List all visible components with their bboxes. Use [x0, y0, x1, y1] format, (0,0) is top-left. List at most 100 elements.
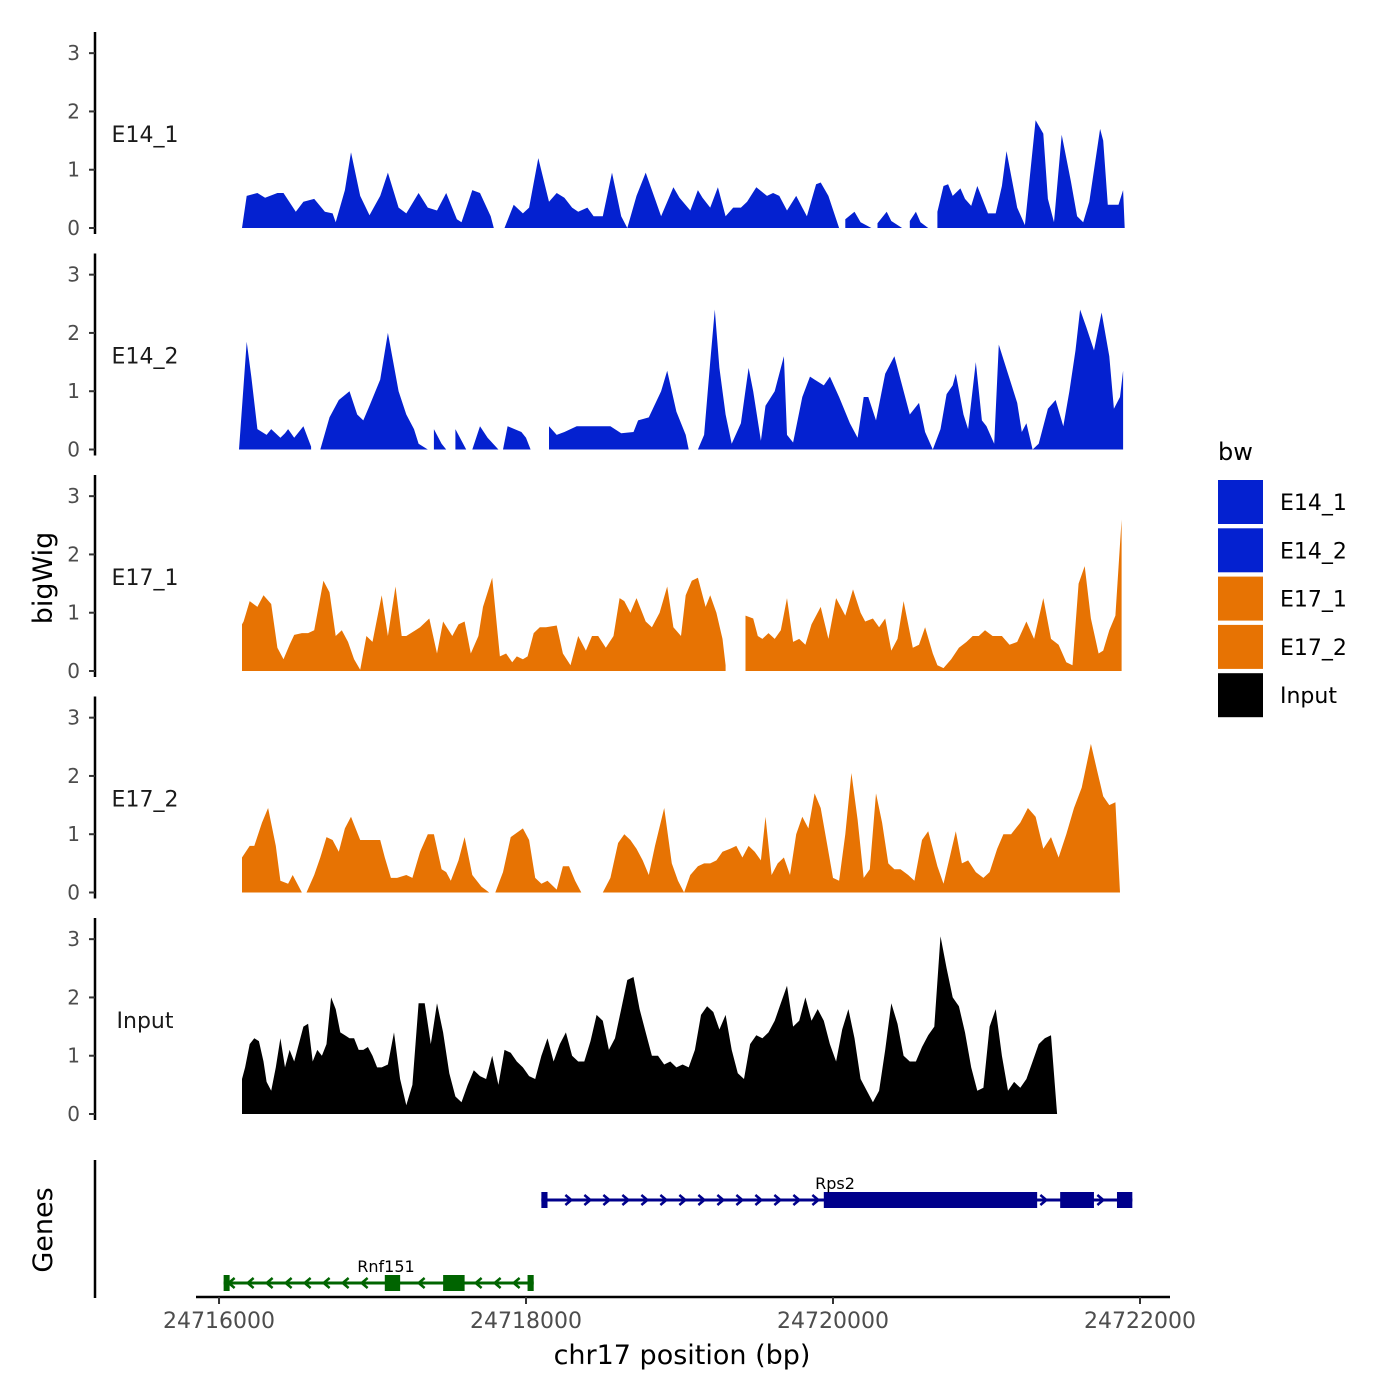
strand-chevron [492, 1277, 502, 1289]
area-e14-1 [845, 211, 872, 228]
strand-chevron [735, 1194, 745, 1206]
strand-chevron [697, 1194, 707, 1206]
y-tick-label: 1 [67, 822, 80, 846]
y-tick-label: 3 [67, 484, 80, 508]
area-e14-2 [320, 332, 428, 450]
strand-chevron [754, 1194, 764, 1206]
y-tick-label: 1 [67, 601, 80, 625]
area-e17-2 [602, 743, 1120, 893]
strand-chevron [1039, 1194, 1049, 1206]
area-e14-2 [455, 429, 467, 450]
gene-exon [1060, 1192, 1094, 1208]
strand-chevron [245, 1277, 255, 1289]
area-e17-2 [242, 808, 302, 893]
x-axis-title: chr17 position (bp) [554, 1340, 811, 1371]
gene-rnf151: Rnf151 [223, 1257, 534, 1291]
area-e14-1 [877, 211, 903, 228]
track-e17-2: 0 1 2 3 E17_2 [67, 696, 1120, 905]
gene-exon [823, 1192, 1038, 1208]
track-label: E17_2 [112, 788, 179, 813]
strand-chevron [564, 1194, 574, 1206]
strand-chevron [792, 1194, 802, 1206]
y-tick-label: 0 [67, 1102, 80, 1126]
y-tick-label: 2 [67, 99, 80, 123]
gene-name-label: Rps2 [815, 1174, 855, 1193]
strand-chevron [416, 1277, 426, 1289]
y-tick-label: 2 [67, 321, 80, 345]
gene-exon [384, 1275, 401, 1291]
legend-title: bw [1218, 438, 1253, 466]
x-tick-label: 24720000 [777, 1309, 889, 1334]
gene-track: Rnf151 Rps2 [93, 1160, 1133, 1298]
area-e14-2 [503, 426, 531, 450]
area-e17-2 [306, 816, 490, 893]
track-e17-1: 0 1 2 3 E17_1 [67, 475, 1122, 683]
area-e14-2 [239, 341, 312, 450]
y-tick-label: 3 [67, 927, 80, 951]
strand-chevron [640, 1194, 650, 1206]
area-e14-1 [937, 120, 1125, 228]
y-tick-label: 3 [67, 41, 80, 65]
track-label: E17_1 [112, 566, 179, 591]
strand-chevron [321, 1277, 331, 1289]
area-e14-1 [909, 211, 929, 228]
gene-name-label: Rnf151 [357, 1257, 414, 1276]
x-tick-label: 24716000 [163, 1309, 275, 1334]
area-e14-1 [242, 152, 494, 228]
legend-swatch [1218, 480, 1263, 524]
track-e14-1: 0 1 2 3 E14_1 [67, 32, 1125, 240]
y-tick-label: 0 [67, 438, 80, 462]
y-tick-label: 2 [67, 985, 80, 1009]
bigwig-tracks: 0 1 2 3 E14_1 0 1 2 3 E14_2 0 1 2 3 E17_1 0 1 2 3 E17_2 0 1 2 3… [67, 32, 1125, 1126]
gene-exon [443, 1275, 465, 1291]
area-e17-2 [495, 828, 591, 893]
strand-chevron [621, 1194, 631, 1206]
area-e17-1 [242, 577, 726, 671]
strand-chevron [659, 1194, 669, 1206]
area-e14-2 [549, 370, 689, 450]
gene-exon [527, 1275, 534, 1291]
track-label: Input [117, 1009, 174, 1034]
area-e14-2 [697, 309, 1124, 450]
area-e14-2 [433, 429, 447, 450]
gene-exon [541, 1192, 548, 1208]
y-tick-label: 3 [67, 263, 80, 287]
y-tick-label: 0 [67, 216, 80, 240]
legend-swatch [1218, 528, 1263, 573]
strand-chevron [340, 1277, 350, 1289]
y-tick-label: 3 [67, 706, 80, 730]
y-tick-label: 1 [67, 1044, 80, 1068]
gene-exon [223, 1275, 230, 1291]
legend-label: E14_2 [1280, 539, 1347, 564]
y-tick-label: 0 [67, 659, 80, 683]
track-input: 0 1 2 3 Input [67, 918, 1058, 1126]
area-input [242, 936, 1058, 1114]
area-e17-1 [745, 519, 1122, 671]
legend-swatch [1218, 624, 1263, 669]
strand-chevron [773, 1194, 783, 1206]
legend: bw E14_1 E14_2 E17_1 E17_2 Input [1218, 438, 1347, 718]
legend-label: E17_2 [1280, 636, 1347, 661]
gene-exon [1116, 1192, 1133, 1208]
track-label: E14_2 [112, 345, 179, 370]
strand-chevron [473, 1277, 483, 1289]
gene-rps2: Rps2 [541, 1174, 1133, 1208]
x-tick-label: 24722000 [1084, 1309, 1196, 1334]
x-axis: 24716000 24718000 24720000 24722000 [163, 1295, 1196, 1334]
track-label: E14_1 [112, 123, 179, 148]
y-tick-label: 2 [67, 542, 80, 566]
y-tick-label: 0 [67, 881, 80, 905]
strand-chevron [283, 1277, 293, 1289]
track-e14-2: 0 1 2 3 E14_2 [67, 253, 1124, 462]
area-e14-1 [504, 158, 840, 228]
area-e14-2 [472, 426, 499, 450]
strand-chevron [302, 1277, 312, 1289]
y-axis-title: bigWig [28, 532, 59, 625]
legend-label: Input [1280, 684, 1337, 709]
genes-axis-title: Genes [28, 1187, 59, 1272]
y-tick-label: 2 [67, 764, 80, 788]
strand-chevron [511, 1277, 521, 1289]
strand-chevron [602, 1194, 612, 1206]
legend-label: E14_1 [1280, 491, 1347, 516]
